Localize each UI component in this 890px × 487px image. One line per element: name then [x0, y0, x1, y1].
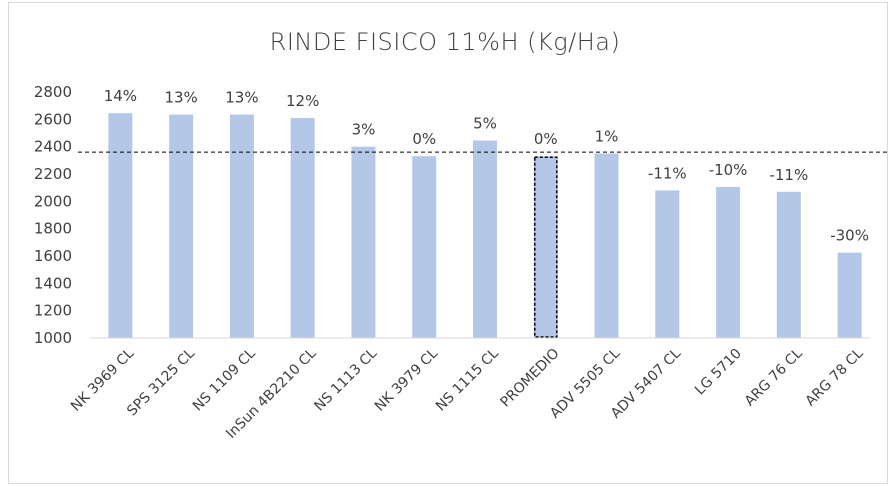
- category-label: LG 5710: [692, 346, 745, 399]
- bar: [229, 114, 254, 338]
- y-tick-label: 2400: [34, 138, 72, 156]
- bar: [412, 156, 437, 338]
- bar: [473, 140, 497, 338]
- data-label: 13%: [225, 89, 258, 107]
- data-label: 0%: [412, 130, 436, 148]
- category-label: NS 1115 CL: [433, 345, 502, 414]
- category-label: NK 3979 CL: [372, 345, 441, 414]
- y-tick-label: 2000: [34, 192, 72, 210]
- bar: [655, 190, 680, 338]
- chart-title: RINDE FISICO 11%H (Kg/Ha): [269, 28, 621, 56]
- bar: [837, 252, 862, 338]
- chart-frame: [8, 2, 888, 484]
- bar: [290, 117, 315, 338]
- bar: [108, 113, 133, 338]
- data-label: -11%: [769, 166, 808, 184]
- y-tick-label: 1000: [34, 329, 72, 347]
- y-tick-label: 2600: [34, 110, 72, 128]
- category-label: NS 1113 CL: [311, 345, 380, 414]
- data-label: -10%: [709, 161, 748, 179]
- y-axis-ticks: 1000 1200 1400 1600 1800 2000 2200 2400 2600 2800: [34, 83, 72, 347]
- y-tick-label: 1400: [34, 274, 72, 292]
- bar: [776, 191, 801, 338]
- y-tick-label: 1600: [34, 247, 72, 265]
- y-tick-label: 1200: [34, 302, 72, 320]
- data-label: -30%: [830, 227, 869, 245]
- y-tick-label: 2800: [34, 83, 72, 101]
- category-label: PROMEDIO: [498, 346, 563, 411]
- bar: [716, 186, 741, 338]
- data-labels: 14% 13% 13% 12% 3% 0% 5% 0% 1% -11% -10% -11% -30%: [104, 87, 869, 244]
- bars: [108, 113, 862, 338]
- category-label: ARG 76 CL: [742, 345, 806, 409]
- data-label: 1%: [595, 128, 619, 146]
- data-label: 12%: [286, 92, 319, 110]
- data-label: 13%: [164, 89, 197, 107]
- highlight-outline: [534, 156, 558, 338]
- y-tick-label: 2200: [34, 165, 72, 183]
- bar: [533, 156, 558, 338]
- data-label: 3%: [352, 121, 376, 139]
- data-label: 14%: [104, 87, 137, 105]
- category-label: ARG 78 CL: [802, 345, 866, 409]
- y-tick-label: 1800: [34, 220, 72, 238]
- bar: [169, 114, 194, 338]
- bar: [351, 146, 376, 338]
- data-label: -11%: [648, 164, 687, 182]
- bar: [594, 153, 619, 338]
- data-label: 5%: [473, 115, 497, 133]
- data-label: 0%: [534, 130, 558, 148]
